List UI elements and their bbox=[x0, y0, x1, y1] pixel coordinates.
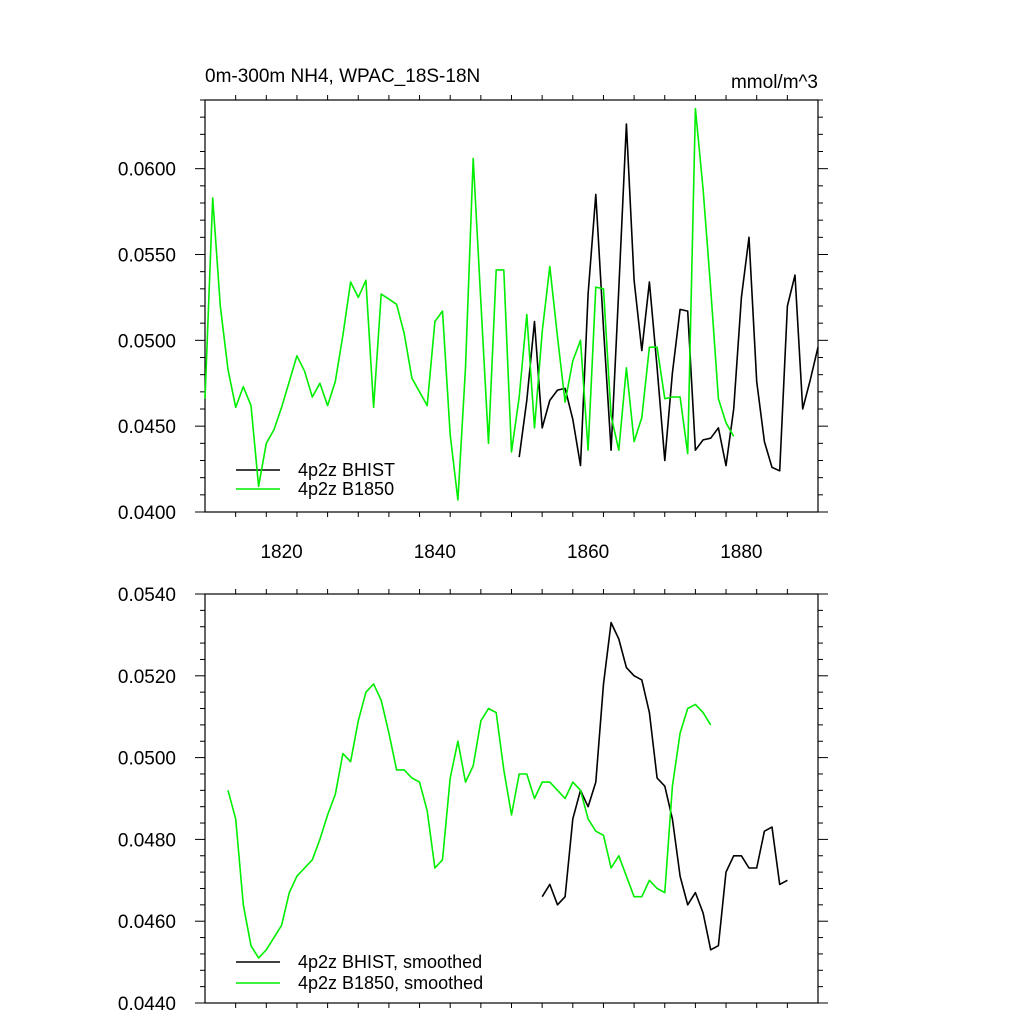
panel-1-ytick-label: 0.0520 bbox=[118, 667, 176, 688]
panel-0-xtick-label: 1840 bbox=[414, 542, 456, 563]
panel-0-ytick-label: 0.0600 bbox=[118, 160, 176, 181]
bottom-panel: 0.0440 0.0460 0.0480 0.0500 0.0520 0.0540 4p2z… bbox=[118, 585, 828, 1015]
panel-1-ytick-label: 0.0540 bbox=[118, 585, 176, 606]
panel-0-ytick-label: 0.0400 bbox=[118, 503, 176, 524]
panel-0-xtick-label: 1820 bbox=[260, 542, 302, 563]
panel-0-legend-label-1: 4p2z B1850 bbox=[298, 479, 394, 499]
panel-0-ytick-label: 0.0500 bbox=[118, 331, 176, 352]
top-panel-units: mmol/m^3 bbox=[731, 72, 818, 93]
panel-1-series-line-1 bbox=[227, 683, 712, 959]
panel-1-ytick-label: 0.0460 bbox=[118, 912, 176, 933]
panel-0-legend-label-0: 4p2z BHIST bbox=[298, 460, 395, 480]
panel-1-legend-label-0: 4p2z BHIST, smoothed bbox=[298, 952, 482, 972]
panel-0-series-line-1 bbox=[204, 107, 735, 501]
panel-1-ytick-label: 0.0440 bbox=[118, 994, 176, 1015]
panel-0-ytick-label: 0.0550 bbox=[118, 246, 176, 267]
top-panel-title: 0m-300m NH4, WPAC_18S-18N bbox=[205, 66, 480, 87]
panel-1-legend-label-1: 4p2z B1850, smoothed bbox=[298, 973, 483, 993]
top-panel: 0m-300m NH4, WPAC_18S-18N mmol/m^3 1820 1… bbox=[118, 66, 828, 563]
panel-1-series-line-0 bbox=[541, 621, 788, 951]
panel-0-series-line-0 bbox=[518, 123, 819, 472]
panel-1-ytick-label: 0.0480 bbox=[118, 830, 176, 851]
panel-0-xtick-label: 1880 bbox=[720, 542, 762, 563]
panel-0-ytick-label: 0.0450 bbox=[118, 417, 176, 438]
panel-0-xtick-label: 1860 bbox=[567, 542, 609, 563]
panel-1-ytick-label: 0.0500 bbox=[118, 749, 176, 770]
